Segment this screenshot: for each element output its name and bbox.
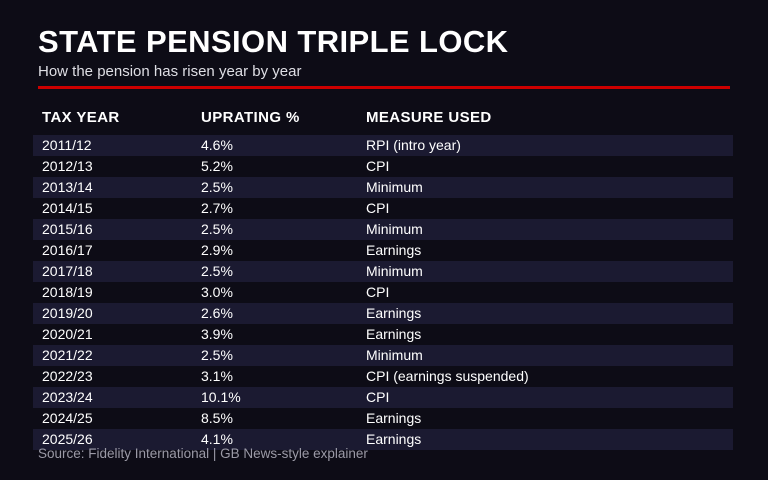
cell-measure-used: Minimum xyxy=(366,179,423,195)
cell-tax-year: 2013/14 xyxy=(42,179,93,195)
cell-uprating-percent: 2.5% xyxy=(201,263,233,279)
cell-tax-year: 2025/26 xyxy=(42,431,93,447)
cell-measure-used: CPI (earnings suspended) xyxy=(366,368,529,384)
cell-uprating-percent: 4.1% xyxy=(201,431,233,447)
cell-uprating-percent: 10.1% xyxy=(201,389,241,405)
cell-uprating-percent: 3.9% xyxy=(201,326,233,342)
cell-measure-used: CPI xyxy=(366,200,390,216)
table-row: 2013/14 2.5% Minimum xyxy=(33,177,733,198)
cell-uprating-percent: 3.1% xyxy=(201,368,233,384)
cell-tax-year: 2019/20 xyxy=(42,305,93,321)
table-row: 2023/24 10.1% CPI xyxy=(33,387,733,408)
cell-measure-used: Earnings xyxy=(366,431,422,447)
column-header-uprating-percent: UPRATING % xyxy=(201,109,300,126)
cell-measure-used: CPI xyxy=(366,389,390,405)
table-row: 2019/20 2.6% Earnings xyxy=(33,303,733,324)
cell-tax-year: 2018/19 xyxy=(42,284,93,300)
cell-measure-used: CPI xyxy=(366,284,390,300)
cell-measure-used: RPI (intro year) xyxy=(366,137,461,153)
column-header-measure-used: MEASURE USED xyxy=(366,109,492,126)
column-header-tax-year: TAX YEAR xyxy=(42,109,120,126)
cell-tax-year: 2014/15 xyxy=(42,200,93,216)
cell-tax-year: 2015/16 xyxy=(42,221,93,237)
cell-uprating-percent: 8.5% xyxy=(201,410,233,426)
cell-tax-year: 2012/13 xyxy=(42,158,93,174)
table-row: 2020/21 3.9% Earnings xyxy=(33,324,733,345)
cell-uprating-percent: 3.0% xyxy=(201,284,233,300)
table-row: 2021/22 2.5% Minimum xyxy=(33,345,733,366)
cell-tax-year: 2016/17 xyxy=(42,242,93,258)
page-title: STATE PENSION TRIPLE LOCK xyxy=(38,24,509,59)
table-row: 2022/23 3.1% CPI (earnings suspended) xyxy=(33,366,733,387)
cell-measure-used: Minimum xyxy=(366,347,423,363)
cell-tax-year: 2011/12 xyxy=(42,137,92,153)
cell-measure-used: Minimum xyxy=(366,263,423,279)
cell-uprating-percent: 2.5% xyxy=(201,221,233,237)
cell-tax-year: 2023/24 xyxy=(42,389,93,405)
table-body: 2011/12 4.6% RPI (intro year) 2012/13 5.2% CP… xyxy=(33,135,733,450)
table-row: 2017/18 2.5% Minimum xyxy=(33,261,733,282)
table-row: 2012/13 5.2% CPI xyxy=(33,156,733,177)
cell-uprating-percent: 2.5% xyxy=(201,347,233,363)
table-row: 2011/12 4.6% RPI (intro year) xyxy=(33,135,733,156)
cell-uprating-percent: 2.9% xyxy=(201,242,233,258)
cell-tax-year: 2020/21 xyxy=(42,326,93,342)
cell-measure-used: Earnings xyxy=(366,305,422,321)
cell-measure-used: Earnings xyxy=(366,242,422,258)
table-row: 2014/15 2.7% CPI xyxy=(33,198,733,219)
cell-uprating-percent: 2.7% xyxy=(201,200,233,216)
cell-measure-used: Earnings xyxy=(366,410,422,426)
cell-measure-used: CPI xyxy=(366,158,390,174)
cell-uprating-percent: 2.6% xyxy=(201,305,233,321)
cell-measure-used: Minimum xyxy=(366,221,423,237)
table-row: 2025/26 4.1% Earnings xyxy=(33,429,733,450)
cell-tax-year: 2024/25 xyxy=(42,410,93,426)
cell-tax-year: 2022/23 xyxy=(42,368,93,384)
cell-measure-used: Earnings xyxy=(366,326,422,342)
page-subtitle: How the pension has risen year by year xyxy=(38,63,302,80)
cell-uprating-percent: 4.6% xyxy=(201,137,233,153)
table-row: 2015/16 2.5% Minimum xyxy=(33,219,733,240)
table-row: 2024/25 8.5% Earnings xyxy=(33,408,733,429)
cell-uprating-percent: 2.5% xyxy=(201,179,233,195)
table-row: 2018/19 3.0% CPI xyxy=(33,282,733,303)
cell-tax-year: 2021/22 xyxy=(42,347,93,363)
table-header-row: TAX YEAR UPRATING % MEASURE USED xyxy=(33,106,733,130)
cell-uprating-percent: 5.2% xyxy=(201,158,233,174)
red-accent-rule xyxy=(38,86,730,89)
source-caption: Source: Fidelity International | GB News… xyxy=(38,446,368,461)
cell-tax-year: 2017/18 xyxy=(42,263,93,279)
table-row: 2016/17 2.9% Earnings xyxy=(33,240,733,261)
